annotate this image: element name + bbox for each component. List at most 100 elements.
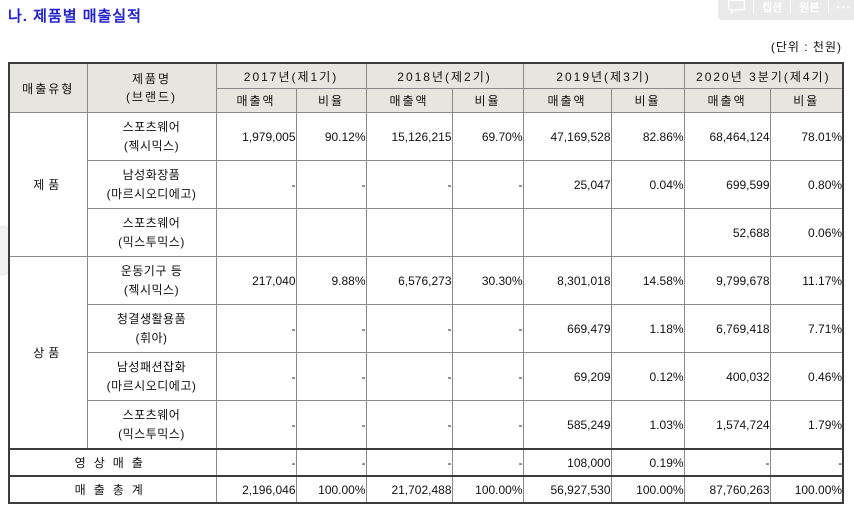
toolbar-divider [827, 0, 829, 13]
image-viewer-toolbar: 캡션 원본 ••• [718, 0, 854, 20]
amount-cell: 9,799,678 [683, 256, 771, 305]
ratio-cell: 1.79% [769, 400, 844, 450]
sales-type-cell: 제품 [8, 112, 88, 257]
amount-cell: - [365, 352, 453, 401]
original-button[interactable]: 원본 [799, 1, 820, 14]
amount-cell: - [215, 304, 297, 353]
ratio-cell: - [295, 304, 367, 353]
header-amount: 매출액 [522, 88, 612, 113]
ratio-cell: 100.00% [610, 475, 685, 504]
header-period-2018: 2018년(제2기) [365, 62, 524, 89]
header-amount: 매출액 [215, 88, 297, 113]
ratio-cell: 78.01% [769, 112, 844, 161]
product-brand: (젝시믹스) [123, 282, 180, 297]
table-row: 제품 스포츠웨어 (젝시믹스) 1,979,005 90.12% 15,126,… [8, 112, 844, 257]
ratio-cell: - [451, 400, 524, 450]
header-ratio: 비율 [769, 88, 844, 113]
header-product-name: 제품명 (브랜드) [86, 62, 217, 113]
header-ratio: 비율 [295, 88, 367, 113]
ratio-cell: 0.06% [769, 208, 844, 257]
product-name-cell: 남성화장품 (마르시오디에고) [86, 160, 217, 209]
ratio-cell: - [451, 448, 524, 477]
header-sales-type: 매출유형 [8, 62, 88, 113]
total-sales-row: 매출총계 2,196,046 100.00% 21,702,488 100.00… [8, 475, 844, 504]
amount-cell [522, 208, 612, 257]
unit-label: (단위 : 천원) [770, 40, 842, 54]
ratio-cell: 100.00% [451, 475, 524, 504]
amount-cell: - [215, 400, 297, 450]
amount-cell: 21,702,488 [365, 475, 453, 504]
product-brand: (믹스투믹스) [118, 426, 185, 441]
ratio-cell: 14.58% [610, 256, 685, 305]
sales-type-cell: 상품 [8, 256, 88, 450]
sales-table: 매출유형 제품명 (브랜드) 2017년(제1기) 2018년(제2기) 201… [8, 62, 845, 504]
ratio-cell: 7.71% [769, 304, 844, 353]
amount-cell [215, 208, 297, 257]
amount-cell [365, 208, 453, 257]
ratio-cell: 82.86% [610, 112, 685, 161]
amount-cell: - [683, 448, 771, 477]
amount-cell: 56,927,530 [522, 475, 612, 504]
ratio-cell: - [451, 304, 524, 353]
ratio-cell: - [295, 160, 367, 209]
amount-cell: 6,769,418 [683, 304, 771, 353]
amount-cell: - [365, 304, 453, 353]
toolbar-divider [790, 0, 792, 13]
amount-cell: - [365, 448, 453, 477]
header-amount: 매출액 [365, 88, 453, 113]
ratio-cell [451, 208, 524, 257]
product-name-cell: 남성패션잡화 (마르시오디에고) [86, 352, 217, 401]
page-title: 나. 제품별 매출실적 [8, 8, 142, 25]
ratio-cell: - [295, 448, 367, 477]
ratio-cell: 90.12% [295, 112, 367, 161]
more-button[interactable]: ••• [836, 1, 852, 12]
amount-cell: 87,760,263 [683, 475, 771, 504]
ratio-cell: - [451, 160, 524, 209]
amount-cell: 699,599 [683, 160, 771, 209]
header-period-2020: 2020년 3분기(제4기) [683, 62, 844, 89]
header-product-name-line2: (브랜드) [125, 90, 178, 104]
header-amount: 매출액 [683, 88, 771, 113]
ratio-cell: 11.17% [769, 256, 844, 305]
ratio-cell: 0.12% [610, 352, 685, 401]
amount-cell: 400,032 [683, 352, 771, 401]
ratio-cell: 9.88% [295, 256, 367, 305]
ratio-cell: 30.30% [451, 256, 524, 305]
ratio-cell: 100.00% [769, 475, 844, 504]
amount-cell: 52,688 [683, 208, 771, 257]
amount-cell: 47,169,528 [522, 112, 612, 161]
toolbar-divider [753, 0, 755, 13]
ratio-cell: 0.04% [610, 160, 685, 209]
product-name: 운동기구 등 [120, 263, 183, 278]
amount-cell: - [365, 400, 453, 450]
product-name-cell: 운동기구 등 (젝시믹스) [86, 256, 217, 305]
header-product-name-line1: 제품명 [131, 72, 172, 86]
header-period-2017: 2017년(제1기) [215, 62, 367, 89]
amount-cell: 6,576,273 [365, 256, 453, 305]
amount-cell: 669,479 [522, 304, 612, 353]
summary-label: 매출총계 [8, 475, 217, 504]
product-name: 남성화장품 [122, 167, 181, 182]
ratio-cell: - [451, 352, 524, 401]
comment-button[interactable] [728, 0, 746, 14]
table-row: 스포츠웨어 (믹스투믹스) 52,688 0.06% [9, 208, 844, 257]
ratio-cell: 1.18% [610, 304, 685, 353]
table-row: 청결생활용품 (휘아) - - - - 669,479 1.18% 6,769,… [9, 304, 844, 353]
amount-cell: 1,979,005 [215, 112, 297, 161]
amount-cell: 8,301,018 [522, 256, 612, 305]
product-name: 스포츠웨어 [122, 407, 181, 422]
ratio-cell: 69.70% [451, 112, 524, 161]
product-name-cell: 스포츠웨어 (믹스투믹스) [86, 208, 217, 257]
product-brand: (믹스투믹스) [118, 234, 185, 249]
product-name-cell: 스포츠웨어 (믹스투믹스) [86, 400, 217, 450]
amount-cell: 585,249 [522, 400, 612, 450]
product-name: 스포츠웨어 [122, 215, 181, 230]
video-sales-row: 영상매출 - - - - 108,000 0.19% - - [8, 448, 844, 477]
amount-cell: 69,209 [522, 352, 612, 401]
caption-button[interactable]: 캡션 [762, 1, 783, 14]
amount-cell: 1,574,724 [683, 400, 771, 450]
table-row: 스포츠웨어 (믹스투믹스) - - - - 585,249 1.03% 1,57… [9, 400, 844, 450]
product-name: 스포츠웨어 [122, 119, 181, 134]
ratio-cell [295, 208, 367, 257]
product-brand: (마르시오디에고) [106, 186, 197, 201]
